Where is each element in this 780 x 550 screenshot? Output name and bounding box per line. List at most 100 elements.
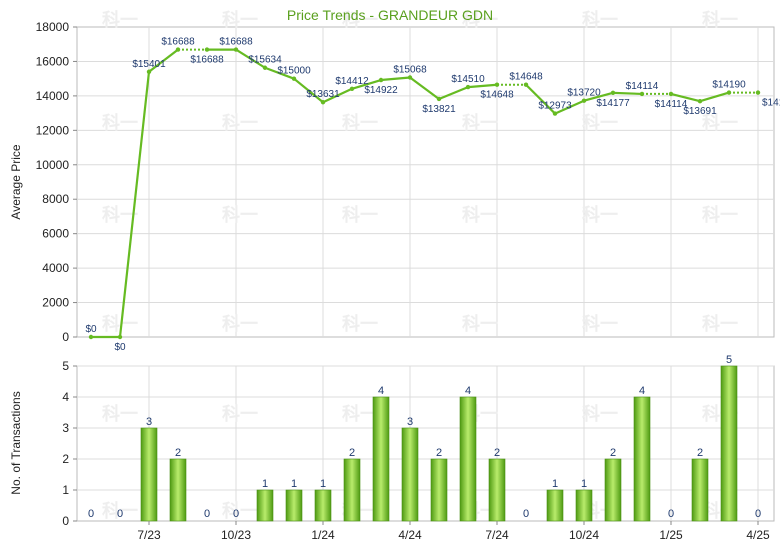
tx-data-label: 2 — [610, 447, 616, 459]
price-point — [697, 99, 703, 104]
price-data-label: $13821 — [422, 104, 456, 115]
price-watermark: 科一 — [342, 9, 378, 31]
price-watermark: 科一 — [342, 112, 378, 134]
tx-watermark: 科一 — [222, 500, 258, 522]
price-point — [465, 84, 471, 90]
tx-y-tick-label: 2 — [62, 452, 69, 466]
price-y-axis-title: Average Price — [9, 144, 23, 219]
price-line-segment — [699, 91, 730, 103]
x-tick-label: 10/24 — [569, 528, 599, 542]
price-data-label: $14510 — [451, 74, 485, 85]
price-line-segment — [612, 91, 643, 96]
price-line-segment — [118, 71, 151, 338]
price-watermark: 科一 — [102, 112, 138, 134]
price-y-ticks: 0 2000 4000 6000 8000 10000 12000 14000 16000 180… — [36, 20, 77, 344]
tx-data-label: 2 — [175, 447, 181, 459]
tx-data-label: 0 — [88, 508, 94, 520]
tx-watermark: 科一 — [222, 403, 258, 425]
price-watermark: 科一 — [582, 204, 618, 226]
price-line-segment — [409, 76, 440, 100]
price-watermark: 科一 — [582, 9, 618, 31]
price-watermark: 科一 — [222, 313, 258, 335]
tx-data-label: 3 — [407, 416, 413, 428]
tx-data-label: 1 — [581, 478, 587, 490]
tx-y-tick-label: 3 — [62, 421, 69, 435]
price-point — [726, 90, 732, 95]
price-data-label: $14190 — [762, 98, 780, 109]
price-line-segment — [380, 76, 411, 82]
tx-bar — [256, 489, 274, 522]
tx-y-tick-label: 4 — [62, 390, 69, 404]
tx-bar — [575, 489, 593, 522]
tx-data-label: 0 — [523, 508, 529, 520]
price-data-label: $15000 — [277, 66, 311, 77]
tx-data-labels: 0 0 3 2 0 0 1 1 1 2 4 3 2 4 2 0 1 1 2 4 0 2 5 0 — [88, 354, 761, 520]
price-line-segment — [438, 86, 469, 100]
price-data-label: $14648 — [480, 90, 514, 101]
x-tick-label: 4/24 — [398, 528, 422, 542]
price-data-label: $15401 — [132, 59, 166, 70]
price-watermark: 科一 — [222, 9, 258, 31]
price-point — [581, 98, 587, 103]
tx-bar — [169, 458, 187, 522]
price-data-label: $16688 — [219, 37, 253, 48]
tx-data-label: 1 — [291, 478, 297, 490]
tx-y-ticks: 0 1 2 3 4 5 — [62, 359, 77, 528]
tx-bar — [343, 458, 361, 522]
price-point — [407, 75, 413, 80]
tx-data-label: 0 — [755, 508, 761, 520]
price-watermark: 科一 — [702, 112, 738, 134]
price-watermark: 科一 — [102, 313, 138, 335]
tx-data-label: 0 — [117, 508, 123, 520]
price-watermark: 科一 — [462, 112, 498, 134]
price-line-segment — [264, 66, 295, 80]
price-point — [349, 86, 355, 91]
price-line-segment — [525, 83, 556, 115]
price-line-segment — [583, 91, 614, 102]
price-watermark: 科一 — [702, 313, 738, 335]
price-data-label: $13691 — [683, 106, 717, 117]
tx-watermark: 科一 — [342, 403, 378, 425]
price-point — [146, 69, 152, 74]
price-data-label: $16688 — [190, 55, 224, 66]
tx-bar — [459, 396, 477, 522]
tx-bar — [285, 489, 303, 522]
tx-data-label: 2 — [697, 447, 703, 459]
price-y-tick-label: 6000 — [42, 227, 69, 241]
x-tick-label: 1/24 — [311, 528, 335, 542]
price-data-label: $13720 — [567, 88, 601, 99]
tx-watermark: 科一 — [102, 500, 138, 522]
price-watermark: 科一 — [462, 313, 498, 335]
price-point — [668, 91, 674, 97]
tx-bar — [720, 365, 738, 522]
price-point — [494, 82, 500, 87]
price-line-segment — [467, 83, 498, 89]
tx-data-label: 2 — [349, 447, 355, 459]
price-point — [610, 90, 616, 96]
tx-y-axis-title: No. of Transactions — [9, 391, 23, 494]
price-y-tick-label: 12000 — [36, 123, 70, 137]
tx-plot-frame — [76, 365, 775, 522]
price-data-label: $14114 — [626, 81, 659, 92]
price-data-labels: $0 $0 $15401 $16688 $16688 $16688 $15634$15000… — [85, 37, 780, 353]
tx-data-label: 3 — [146, 416, 152, 428]
tx-data-label: 4 — [465, 385, 471, 397]
price-point — [88, 334, 94, 340]
price-plot-frame — [76, 26, 775, 338]
price-point — [233, 47, 239, 52]
tx-bar — [140, 427, 158, 522]
price-point — [117, 334, 123, 340]
price-data-label: $14412 — [335, 76, 369, 87]
price-data-label: $0 — [114, 342, 126, 353]
price-point — [639, 91, 645, 97]
price-line-segment — [148, 48, 179, 73]
price-data-label: $16688 — [161, 37, 195, 48]
price-line-layer — [88, 47, 761, 340]
price-data-label: $15068 — [393, 64, 427, 75]
price-data-label: $0 — [85, 324, 97, 335]
price-watermark: 科一 — [702, 9, 738, 31]
price-line-segment — [235, 48, 266, 69]
price-watermark: 科一 — [462, 204, 498, 226]
